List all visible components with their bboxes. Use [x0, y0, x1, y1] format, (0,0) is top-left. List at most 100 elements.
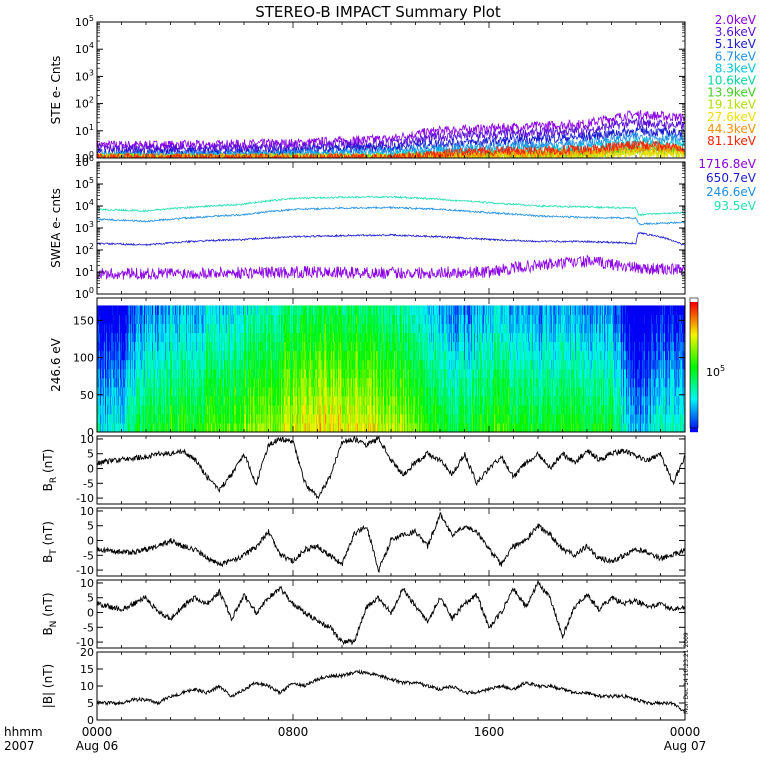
heatmap-cell [376, 404, 378, 415]
heatmap-cell [326, 350, 328, 361]
heatmap-cell [263, 359, 265, 370]
heatmap-cell [179, 413, 181, 424]
heatmap-cell [170, 386, 172, 397]
heatmap-cell [380, 341, 382, 352]
heatmap-cell [376, 332, 378, 343]
heatmap-cell [396, 395, 398, 406]
heatmap-cell [358, 377, 360, 388]
heatmap-cell [305, 413, 307, 424]
heatmap-cell [277, 386, 279, 397]
heatmap-cell [162, 368, 164, 379]
heatmap-cell [261, 422, 263, 432]
heatmap-cell [283, 341, 285, 352]
heatmap-cell [354, 395, 356, 406]
heatmap-cell [362, 404, 364, 415]
heatmap-cell [268, 314, 270, 325]
heatmap-cell [128, 323, 130, 334]
heatmap-cell [411, 413, 413, 424]
heatmap-cell [357, 323, 359, 334]
heatmap-cell [193, 332, 195, 343]
heatmap-cell [169, 386, 171, 397]
heatmap-cell [355, 314, 357, 325]
heatmap-cell [212, 359, 214, 370]
heatmap-cell [344, 305, 346, 315]
heatmap-cell [334, 404, 336, 415]
heatmap-cell [250, 305, 252, 315]
heatmap-cell [380, 413, 382, 424]
heatmap-cell [275, 350, 277, 361]
heatmap-cell [423, 386, 425, 397]
heatmap-cell [409, 314, 411, 325]
heatmap-cell [228, 305, 230, 315]
heatmap-cell [429, 395, 431, 406]
heatmap-cell [138, 413, 140, 424]
heatmap-cell [156, 413, 158, 424]
heatmap-cell [214, 359, 216, 370]
heatmap-cell [145, 395, 147, 406]
heatmap-cell [328, 359, 330, 370]
heatmap-cell [231, 341, 233, 352]
heatmap-cell [219, 332, 221, 343]
heatmap-cell [237, 359, 239, 370]
heatmap-cell [392, 386, 394, 397]
heatmap-cell [340, 395, 342, 406]
heatmap-cell [376, 413, 378, 424]
heatmap-cell [332, 305, 334, 315]
heatmap-cell [362, 422, 364, 432]
heatmap-cell [349, 350, 351, 361]
heatmap-cell [332, 332, 334, 343]
heatmap-cell [218, 314, 220, 325]
heatmap-cell [335, 386, 337, 397]
heatmap-cell [217, 395, 219, 406]
heatmap-cell [326, 404, 328, 415]
heatmap-cell [203, 341, 205, 352]
heatmap-cell [352, 404, 354, 415]
heatmap-cell [333, 305, 335, 315]
heatmap-cell [260, 368, 262, 379]
heatmap-cell [270, 341, 272, 352]
heatmap-cell [372, 422, 374, 432]
heatmap-cell [99, 341, 101, 352]
heatmap-cell [403, 413, 405, 424]
heatmap-cell [273, 305, 275, 315]
heatmap-cell [104, 314, 106, 325]
heatmap-cell [162, 323, 164, 334]
heatmap-cell [189, 314, 191, 325]
heatmap-cell [353, 341, 355, 352]
heatmap-cell [193, 386, 195, 397]
heatmap-cell [344, 422, 346, 432]
heatmap-cell [116, 314, 118, 325]
heatmap-cell [397, 368, 399, 379]
heatmap-cell [177, 350, 179, 361]
heatmap-cell [325, 386, 327, 397]
heatmap-cell [399, 323, 401, 334]
heatmap-cell [155, 395, 157, 406]
heatmap-cell [117, 422, 119, 432]
heatmap-cell [403, 422, 405, 432]
heatmap-cell [253, 323, 255, 334]
heatmap-cell [112, 341, 114, 352]
heatmap-cell [398, 395, 400, 406]
heatmap-cell [105, 413, 107, 424]
heatmap-cell [317, 422, 319, 432]
heatmap-cell [217, 386, 219, 397]
heatmap-cell [386, 314, 388, 325]
heatmap-cell [297, 305, 299, 315]
heatmap-cell [160, 413, 162, 424]
heatmap-cell [252, 422, 254, 432]
heatmap-cell [115, 377, 117, 388]
heatmap-cell [358, 305, 360, 315]
heatmap-cell [153, 314, 155, 325]
heatmap-cell [229, 386, 231, 397]
heatmap-cell [411, 422, 413, 432]
heatmap-cell [309, 395, 311, 406]
heatmap-cell [132, 413, 134, 424]
heatmap-cell [239, 323, 241, 334]
heatmap-cell [402, 341, 404, 352]
heatmap-cell [316, 368, 318, 379]
heatmap-cell [269, 359, 271, 370]
heatmap-cell [277, 314, 279, 325]
heatmap-cell [101, 359, 103, 370]
heatmap-cell [415, 422, 417, 432]
heatmap-cell [241, 323, 243, 334]
